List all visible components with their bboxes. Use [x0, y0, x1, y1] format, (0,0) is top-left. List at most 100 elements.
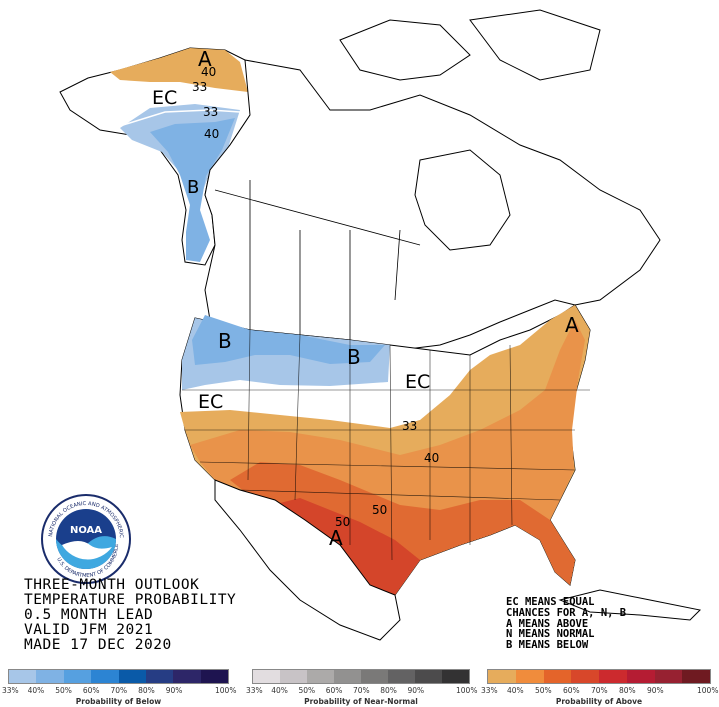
legend-explanation: EC MEANS EQUAL CHANCES FOR A, N, B A MEA…: [506, 597, 626, 651]
color-swatch-near-normal-5: [361, 670, 388, 683]
arctic-islands: [339, 9, 601, 81]
color-swatch-above-2: [515, 670, 544, 683]
tick-label: 50%: [298, 686, 316, 695]
map-label-alaska-40: 40: [201, 65, 216, 79]
color-swatch-near-normal-8: [442, 670, 469, 683]
color-swatch-below-2: [36, 670, 64, 683]
alaska-isoline-33-south: [119, 109, 241, 127]
tick-label: 70%: [353, 686, 370, 695]
tick-label: 90%: [647, 686, 664, 695]
map-label-alaska-40-south: 40: [204, 127, 219, 141]
cuba-islands: [558, 589, 702, 621]
tick-label: 80%: [138, 686, 155, 695]
alaska-isoline-33-north: [129, 81, 251, 101]
map-label-sw-a: A: [329, 526, 343, 550]
tick-label: 90%: [165, 686, 183, 695]
legend-line-2: CHANCES FOR A, N, B: [506, 606, 627, 619]
noaa-center-text: NOAA: [70, 525, 102, 536]
color-bar-above: [487, 669, 711, 684]
map-label-conus-50-east: 50: [372, 503, 387, 517]
color-swatch-above-1: [488, 670, 516, 683]
color-bar-label-below: Probability of Below: [75, 697, 162, 706]
tick-label: 100%: [697, 686, 719, 695]
conus-above-50-area: [230, 462, 575, 595]
title-line-2: TEMPERATURE PROBABILITY: [24, 592, 237, 608]
tick-label: 50%: [55, 686, 72, 695]
tick-label: 80%: [380, 686, 397, 695]
tick-label: 80%: [619, 686, 636, 695]
hudson-bay: [414, 149, 511, 251]
legend-line-3: A MEANS ABOVE: [506, 617, 589, 630]
map-label-alaska-b: B: [187, 177, 199, 198]
legend-line-4: N MEANS NORMAL: [506, 628, 595, 641]
color-swatch-near-normal-2: [280, 670, 307, 683]
color-swatch-below-8: [200, 670, 228, 683]
map-label-ec-great-lakes: EC: [405, 371, 430, 393]
map-label-alaska-33-south: 33: [203, 105, 218, 119]
color-swatch-near-normal-1: [253, 670, 280, 683]
color-swatch-near-normal-6: [388, 670, 415, 683]
temperature-outlook-map: A 40 33 EC 33 40 B B B EC EC A 33 40 50 …: [59, 9, 702, 641]
tick-label: 33%: [481, 686, 498, 695]
map-label-ec-west: EC: [198, 391, 223, 413]
tick-label: 33%: [2, 686, 19, 695]
color-bar-below: [8, 669, 229, 684]
canada-province-lines: [214, 180, 421, 340]
conus-state-lines: [182, 329, 590, 561]
map-label-nw-b: B: [218, 329, 232, 353]
color-bar-label-near-normal: Probability of Near-Normal: [304, 697, 418, 706]
color-swatch-above-8: [682, 670, 710, 683]
tick-label: 40%: [27, 686, 45, 695]
map-label-plains-b: B: [347, 345, 361, 369]
color-swatch-near-normal-7: [415, 670, 442, 683]
tick-label: 60%: [82, 686, 100, 695]
color-swatch-below-3: [63, 670, 92, 683]
tick-label: 70%: [591, 686, 608, 695]
conus-region: [179, 304, 591, 596]
tick-label: 40%: [507, 686, 524, 695]
map-label-conus-40: 40: [424, 451, 439, 465]
alaska-region: [59, 47, 256, 266]
tick-label: 70%: [110, 686, 128, 695]
color-swatch-below-4: [91, 670, 119, 683]
alaska-above-33-area: [110, 48, 248, 92]
outlook-title-block: THREE-MONTH OUTLOOK TEMPERATURE PROBABIL…: [24, 578, 236, 653]
map-label-alaska-ec: EC: [152, 87, 177, 109]
tick-label: 60%: [325, 686, 343, 695]
tick-label: 33%: [246, 686, 263, 695]
title-line-5: MADE 17 DEC 2020: [24, 637, 172, 653]
title-line-4: VALID JFM 2021: [24, 622, 154, 638]
tick-label: 90%: [407, 686, 425, 695]
noaa-logo: NATIONAL OCEANIC AND ATMOSPHERIC ADMINIS…: [37, 489, 132, 585]
map-label-alaska-33-north: 33: [192, 80, 207, 94]
title-line-1: THREE-MONTH OUTLOOK: [24, 577, 200, 593]
color-bar-near-normal: [252, 669, 470, 684]
map-label-alaska-a: A: [198, 47, 212, 71]
color-swatch-near-normal-4: [334, 670, 361, 683]
color-swatch-above-6: [626, 670, 655, 683]
tick-label: 40%: [271, 686, 288, 695]
tick-label: 50%: [535, 686, 552, 695]
tick-label: 60%: [563, 686, 580, 695]
map-label-conus-50-west: 50: [335, 515, 350, 529]
color-bar-label-above: Probability of Above: [555, 697, 643, 706]
color-swatch-below-7: [173, 670, 201, 683]
color-swatch-below-6: [145, 670, 174, 683]
legend-line-1: EC MEANS EQUAL: [506, 596, 595, 608]
color-swatch-above-4: [571, 670, 599, 683]
conus-below-40-area: [192, 315, 385, 365]
map-label-ne-a: A: [565, 313, 579, 337]
canada-region: [204, 9, 661, 351]
map-label-conus-33: 33: [402, 419, 417, 433]
legend-line-5: B MEANS BELOW: [506, 639, 589, 652]
color-swatch-below-1: [9, 670, 37, 683]
alaska-below-40-area: [150, 118, 235, 262]
color-swatch-above-7: [654, 670, 683, 683]
tick-label: 100%: [215, 686, 237, 695]
tick-label: 100%: [456, 686, 478, 695]
color-swatch-above-3: [543, 670, 572, 683]
mexico-outline: [214, 479, 401, 641]
color-swatch-above-5: [599, 670, 627, 683]
title-line-3: 0.5 MONTH LEAD: [24, 607, 154, 623]
color-swatch-near-normal-3: [307, 670, 334, 683]
